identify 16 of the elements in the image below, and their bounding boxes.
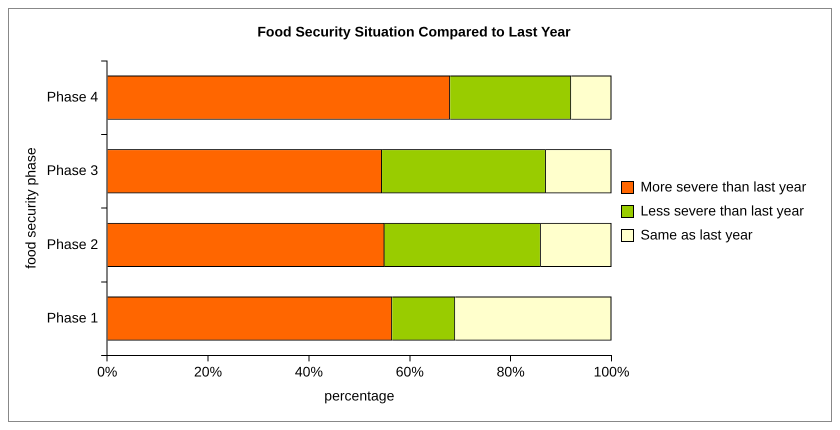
x-tick-label: 80% — [496, 364, 525, 380]
x-tick-label: 20% — [194, 364, 222, 380]
legend-label: Same as last year — [640, 226, 753, 242]
x-tick-label: 60% — [396, 364, 424, 380]
chart-title: Food Security Situation Compared to Last Year — [257, 23, 572, 40]
x-axis-title: percentage — [324, 387, 395, 404]
x-tick-label: 0% — [97, 364, 118, 380]
y-tick-label: Phase 1 — [46, 309, 98, 326]
legend-label: Less severe than last year — [640, 202, 804, 218]
y-tick-label: Phase 2 — [46, 236, 98, 252]
x-tick-label: 40% — [294, 364, 323, 380]
y-tick-label: Phase 3 — [46, 162, 98, 178]
y-axis-title: food security phase — [22, 147, 38, 269]
x-tick-label: 100% — [594, 364, 630, 380]
legend-label: More severe than last year — [640, 178, 807, 194]
y-tick-label: Phase 4 — [46, 88, 98, 104]
